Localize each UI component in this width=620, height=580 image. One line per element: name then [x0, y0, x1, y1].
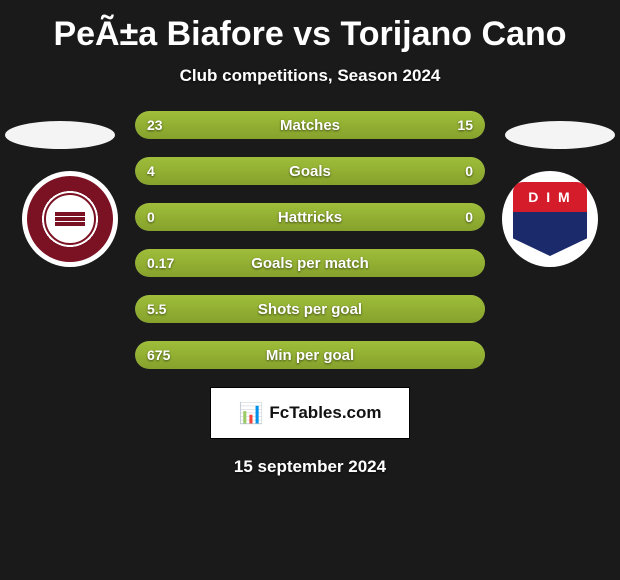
- club-a-crest: [22, 171, 118, 267]
- stat-track: 40Goals: [135, 157, 485, 185]
- stat-label: Goals: [135, 157, 485, 185]
- halo-right: [505, 121, 615, 149]
- stat-row: 2315Matches: [135, 111, 485, 139]
- player-a-name: PeÃ±a Biafore: [53, 15, 283, 53]
- stat-row: 40Goals: [135, 157, 485, 185]
- brand-icon: 📊: [238, 401, 263, 426]
- stat-track: 2315Matches: [135, 111, 485, 139]
- comparison-card: PeÃ±a Biafore vs Torijano Cano Club comp…: [0, 0, 620, 517]
- club-b-crest: D I M: [502, 171, 598, 267]
- stat-label: Shots per goal: [135, 295, 485, 323]
- club-b-letters: D I M: [513, 182, 587, 212]
- brand-text: FcTables.com: [269, 403, 381, 423]
- stat-row: 0.17Goals per match: [135, 249, 485, 277]
- stat-track: 675Min per goal: [135, 341, 485, 369]
- comparison-body: D I M 2315Matches 40Goals 00Hattricks 0.17G…: [0, 111, 620, 477]
- stat-track: 0.17Goals per match: [135, 249, 485, 277]
- stat-label: Min per goal: [135, 341, 485, 369]
- stat-label: Goals per match: [135, 249, 485, 277]
- stat-label: Matches: [135, 111, 485, 139]
- player-b-name: Torijano Cano: [340, 15, 566, 53]
- stat-row: 00Hattricks: [135, 203, 485, 231]
- stat-row: 5.5Shots per goal: [135, 295, 485, 323]
- halo-left: [5, 121, 115, 149]
- stat-bars: 2315Matches 40Goals 00Hattricks 0.17Goals p…: [135, 111, 485, 369]
- subtitle: Club competitions, Season 2024: [0, 66, 620, 86]
- stat-label: Hattricks: [135, 203, 485, 231]
- brand-badge: 📊 FcTables.com: [210, 387, 410, 439]
- title-vs: vs: [284, 15, 341, 53]
- stat-track: 5.5Shots per goal: [135, 295, 485, 323]
- generated-date: 15 september 2024: [0, 457, 620, 477]
- page-title: PeÃ±a Biafore vs Torijano Cano: [0, 15, 620, 54]
- stat-row: 675Min per goal: [135, 341, 485, 369]
- stat-track: 00Hattricks: [135, 203, 485, 231]
